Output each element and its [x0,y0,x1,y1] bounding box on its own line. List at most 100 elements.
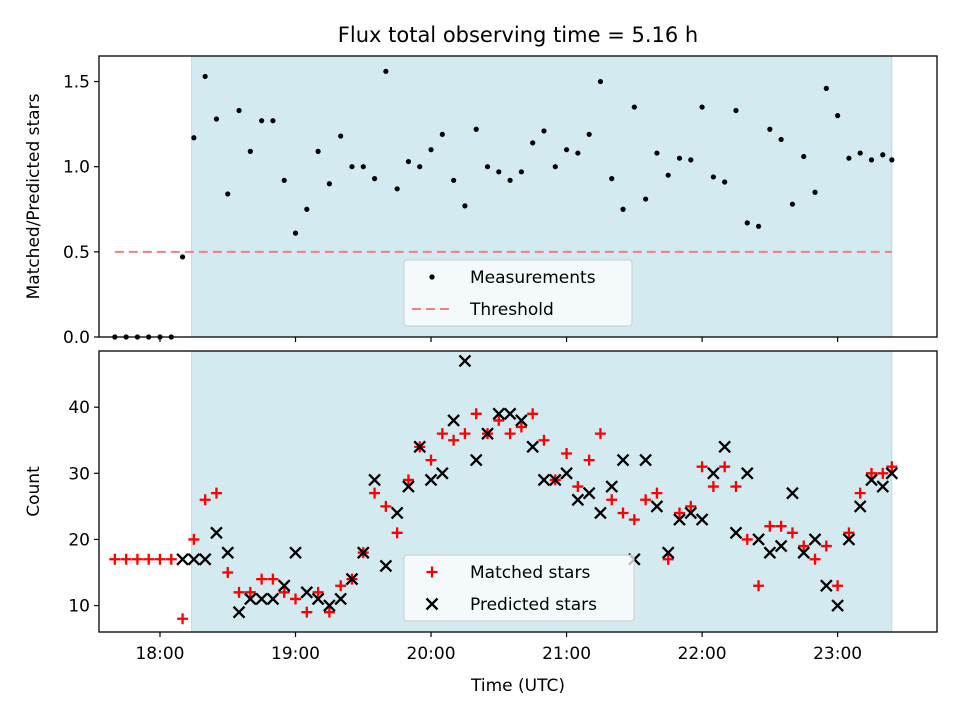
matched-star-point [651,487,663,499]
predicted-star-point [537,473,551,487]
measurement-point [202,73,208,80]
matched-star-point [764,520,776,532]
matched-star-point [865,467,877,479]
matched-star-point [820,540,832,552]
measurement-point [812,189,818,195]
measurement-point [326,181,332,187]
predicted-star-point [808,533,822,546]
measurement-point [451,177,457,183]
measurement-point [868,157,875,163]
legend-label: Matched stars [470,563,590,583]
measurement-point [710,174,716,180]
predicted-star-point [548,473,562,487]
y-tick-label: 10 [68,597,90,617]
legend-matched-marker [426,566,438,578]
predicted-star-point [390,506,404,520]
measurement-point [270,118,276,124]
measurement-point [213,116,220,122]
predicted-star-point [661,546,675,559]
matched-star-point [515,421,527,433]
matched-star-point [120,553,132,565]
measurement-point [688,157,694,163]
y-tick-label: 0.0 [63,328,90,348]
measurement-point [292,230,299,236]
x-tick-label: 23:00 [813,644,862,664]
measurement-point [563,147,570,153]
predicted-star-point [232,605,246,619]
measurement-point [767,126,773,132]
predicted-star-point [560,467,573,480]
predicted-star-point [605,480,619,493]
measurement-point [428,147,434,153]
matched-star-point [436,428,448,440]
matched-star-point [233,586,245,598]
predicted-star-point [763,546,777,559]
measurement-point [315,148,321,154]
matched-star-point [640,494,652,506]
legend-measurement-marker [429,274,435,280]
y-tick-label: 0.5 [63,243,90,263]
matched-star-point [662,553,674,565]
matched-star-point [583,454,595,466]
matched-star-point [199,494,211,506]
matched-star-point [323,606,335,618]
matched-star-point [798,540,810,552]
measurement-point [586,131,592,137]
matched-star-point [210,487,222,499]
matched-star-point [188,533,200,545]
matched-star-point [594,428,606,440]
matched-star-point [628,514,640,526]
measurement-point [880,152,886,158]
matched-star-point [222,566,234,578]
matched-star-point [402,474,414,486]
predicted-star-point [356,546,370,559]
measurement-point [507,177,513,183]
matched-star-point [380,500,392,512]
measurement-point [733,107,739,114]
matched-star-point [561,447,573,459]
measurement-point [496,169,502,175]
legend-label: Measurements [470,268,596,288]
matched-star-point [278,586,290,598]
predicted-star-point [368,473,381,487]
predicted-star-point [786,486,799,500]
predicted-star-point [266,592,280,606]
predicted-star-point [187,552,201,566]
figure-title: Flux total observing time = 5.16 h [338,23,698,47]
matched-star-point [391,527,403,539]
x-axis-label: Time (UTC) [470,676,565,696]
predicted-star-point [244,592,257,606]
matched-star-point [267,573,279,585]
measurement-point [575,150,581,156]
matched-star-point [131,553,143,565]
measurement-point [259,118,265,124]
predicted-star-point [616,453,630,467]
predicted-star-point [526,440,539,454]
matched-star-point [538,434,550,446]
legend-label: Threshold [469,300,554,320]
matched-star-point [154,553,166,565]
ratio-panel: 0.0 0.5 1.0 1.5 Matched/Predicted stars Measu… [24,55,938,348]
predicted-star-point [885,467,899,480]
predicted-star-point [729,526,743,540]
measurement-point [236,107,242,114]
matched-star-point [809,553,821,565]
predicted-star-point [820,579,833,593]
matched-star-point [685,500,697,512]
y-tick-label: 1.0 [63,158,90,178]
measurement-point [462,203,468,209]
measurement-point [349,164,355,170]
measurement-point [789,201,796,207]
matched-star-point [854,487,866,499]
matched-star-point [256,573,268,585]
matched-star-point [448,434,460,446]
y-tick-label: 1.5 [63,73,90,93]
measurement-point [179,254,186,260]
legend-label: Predicted stars [470,595,597,615]
measurement-point [417,164,423,170]
x-tick-label: 20:00 [407,644,456,664]
x-tick-label: 19:00 [271,644,320,664]
matched-star-point [606,494,618,506]
matched-star-point [369,487,381,499]
